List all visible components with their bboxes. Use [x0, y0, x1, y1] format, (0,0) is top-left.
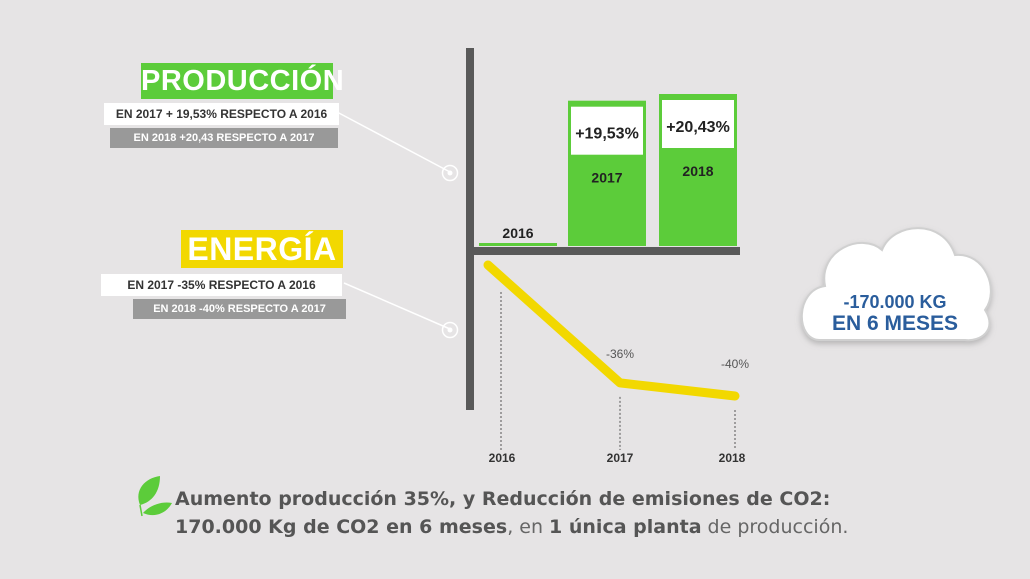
- energy-point-2017: [619, 381, 621, 384]
- energy-note-2018: EN 2018 -40% RESPECTO A 2017: [133, 299, 346, 319]
- summary-l1-b: 35%,: [403, 488, 457, 510]
- energy-note-2017: EN 2017 -35% RESPECTO A 2016: [101, 274, 342, 296]
- energy-title: ENERGÍA: [181, 230, 343, 268]
- production-title: PRODUCCIÓN: [141, 63, 345, 99]
- bar-value-label-2018: +20,43%: [666, 119, 730, 136]
- leaf-icon: [138, 476, 172, 517]
- summary-l2-d: de producción.: [701, 516, 849, 538]
- production-connector: [336, 111, 451, 173]
- cloud-line-2: EN 6 MESES: [831, 312, 959, 335]
- horizontal-axis: [466, 247, 740, 255]
- bar-category-label-2016: 2016: [502, 225, 533, 241]
- energy-point-2018: [734, 395, 736, 397]
- summary-line-2: 170.000 Kg de CO2 en 6 meses, en 1 única…: [175, 513, 975, 541]
- energy-value-label-2017: -36%: [606, 347, 634, 361]
- energy-connector-ring: [441, 321, 459, 339]
- bar-value-label-2017: +19,53%: [575, 126, 639, 143]
- energy-line: [483, 260, 740, 401]
- vertical-axis: [466, 48, 474, 410]
- x-tick-label-2017: 2017: [607, 451, 634, 465]
- summary-l2-c: 1 única planta: [549, 516, 702, 538]
- x-tick-label-2016: 2016: [489, 451, 516, 465]
- energy-connector: [343, 282, 451, 330]
- production-note-2017: EN 2017 + 19,53% RESPECTO A 2016: [104, 103, 339, 125]
- cloud-line-1: -170.000 KG: [843, 292, 947, 312]
- bar-2016: [479, 243, 557, 246]
- summary-line-1: Aumento producción 35%, y Reducción de e…: [175, 485, 975, 513]
- bar-category-label-2018: 2018: [682, 163, 713, 179]
- summary-l2-a: 170.000 Kg de CO2 en 6 meses: [175, 516, 508, 538]
- production-connector-ring: [441, 164, 459, 182]
- production-connector-dot: [447, 170, 453, 176]
- summary-l1-c: y Reducción de emisiones de CO2:: [456, 488, 831, 510]
- bar-label-box-2017: [571, 106, 643, 155]
- bar-category-label-2017: 2017: [591, 170, 622, 186]
- summary-l1-a: Aumento producción: [175, 488, 404, 510]
- summary-text: Aumento producción 35%, y Reducción de e…: [175, 485, 975, 541]
- x-tick-label-2018: 2018: [719, 451, 746, 465]
- bar-label-box-2018: [662, 100, 734, 148]
- production-note-2018: EN 2018 +20,43 RESPECTO A 2017: [110, 128, 338, 148]
- energy-connector-dot: [447, 327, 453, 333]
- cloud-icon: [800, 227, 992, 342]
- energy-point-2016: [487, 264, 489, 266]
- cloud-label: -170.000 KG EN 6 MESES: [795, 292, 995, 336]
- energy-value-label-2018: -40%: [721, 357, 749, 371]
- summary-l2-b: , en: [507, 516, 550, 538]
